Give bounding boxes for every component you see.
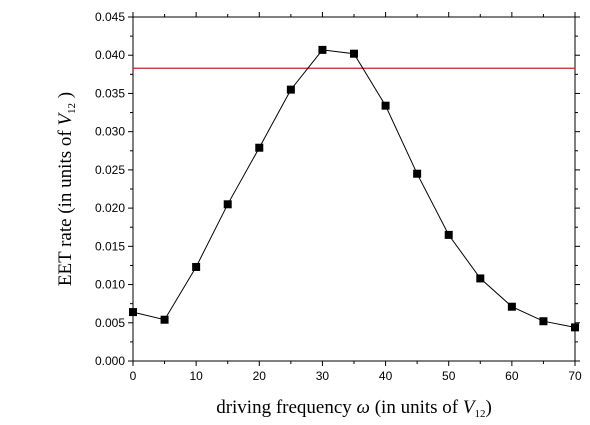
y-tick-label: 0.035 (95, 86, 125, 100)
data-point-marker (286, 85, 295, 94)
data-point-marker (381, 101, 390, 110)
y-tick-label: 0.005 (95, 316, 125, 330)
x-tick-label: 0 (130, 369, 137, 383)
data-point-marker (255, 143, 264, 152)
x-tick-label: 50 (442, 369, 456, 383)
data-point-marker (539, 317, 548, 326)
x-tick-label: 20 (253, 369, 267, 383)
x-axis-title-subscript: 12 (474, 408, 485, 420)
y-tick-label: 0.045 (95, 10, 125, 24)
y-tick-label: 0.010 (95, 278, 125, 292)
data-point-marker (507, 302, 516, 311)
x-axis-title-prefix: driving frequency (216, 397, 356, 418)
plot-area (129, 16, 579, 362)
data-point-marker (413, 169, 422, 178)
tick-labels: 0 10 20 30 40 50 60 70 0.000 0.005 0.010 0.015 0.020… (95, 10, 582, 383)
x-tick-label: 10 (189, 369, 203, 383)
data-point-marker (444, 230, 453, 239)
series-line (132, 49, 576, 328)
y-tick-label: 0.030 (95, 125, 125, 139)
data-point-marker (129, 308, 137, 317)
data-point-marker (223, 200, 232, 209)
y-tick-label: 0.000 (95, 354, 125, 368)
x-tick-label: 60 (505, 369, 519, 383)
y-axis-title: EET rate (in units of V12 ) (55, 92, 78, 286)
y-tick-label: 0.020 (95, 201, 125, 215)
x-axis-title-middle: (in units of (370, 397, 463, 418)
x-axis-title-suffix: ) (485, 397, 491, 418)
y-axis-title-suffix: ) (55, 92, 76, 103)
y-axis-title-subscript: 12 (66, 103, 78, 114)
x-axis-title: driving frequency ω (in units of V12) (216, 397, 492, 420)
data-point-marker (192, 262, 201, 271)
x-tick-label: 40 (379, 369, 393, 383)
x-axis-title-var: V (463, 397, 477, 418)
y-axis-title-var: V (55, 112, 76, 126)
data-point-marker (476, 274, 485, 283)
axis-ticks (128, 12, 580, 366)
data-point-marker (160, 315, 169, 324)
x-axis-title-symbol: ω (357, 397, 370, 418)
x-tick-label: 30 (316, 369, 330, 383)
data-point-marker (350, 49, 358, 58)
y-axis-title-prefix: EET rate (in units of (55, 126, 76, 287)
data-point-marker (571, 323, 579, 332)
data-point-marker (318, 45, 327, 54)
y-tick-label: 0.040 (95, 48, 125, 62)
y-tick-label: 0.015 (95, 239, 125, 253)
x-tick-label: 70 (568, 369, 582, 383)
y-tick-label: 0.025 (95, 163, 125, 177)
